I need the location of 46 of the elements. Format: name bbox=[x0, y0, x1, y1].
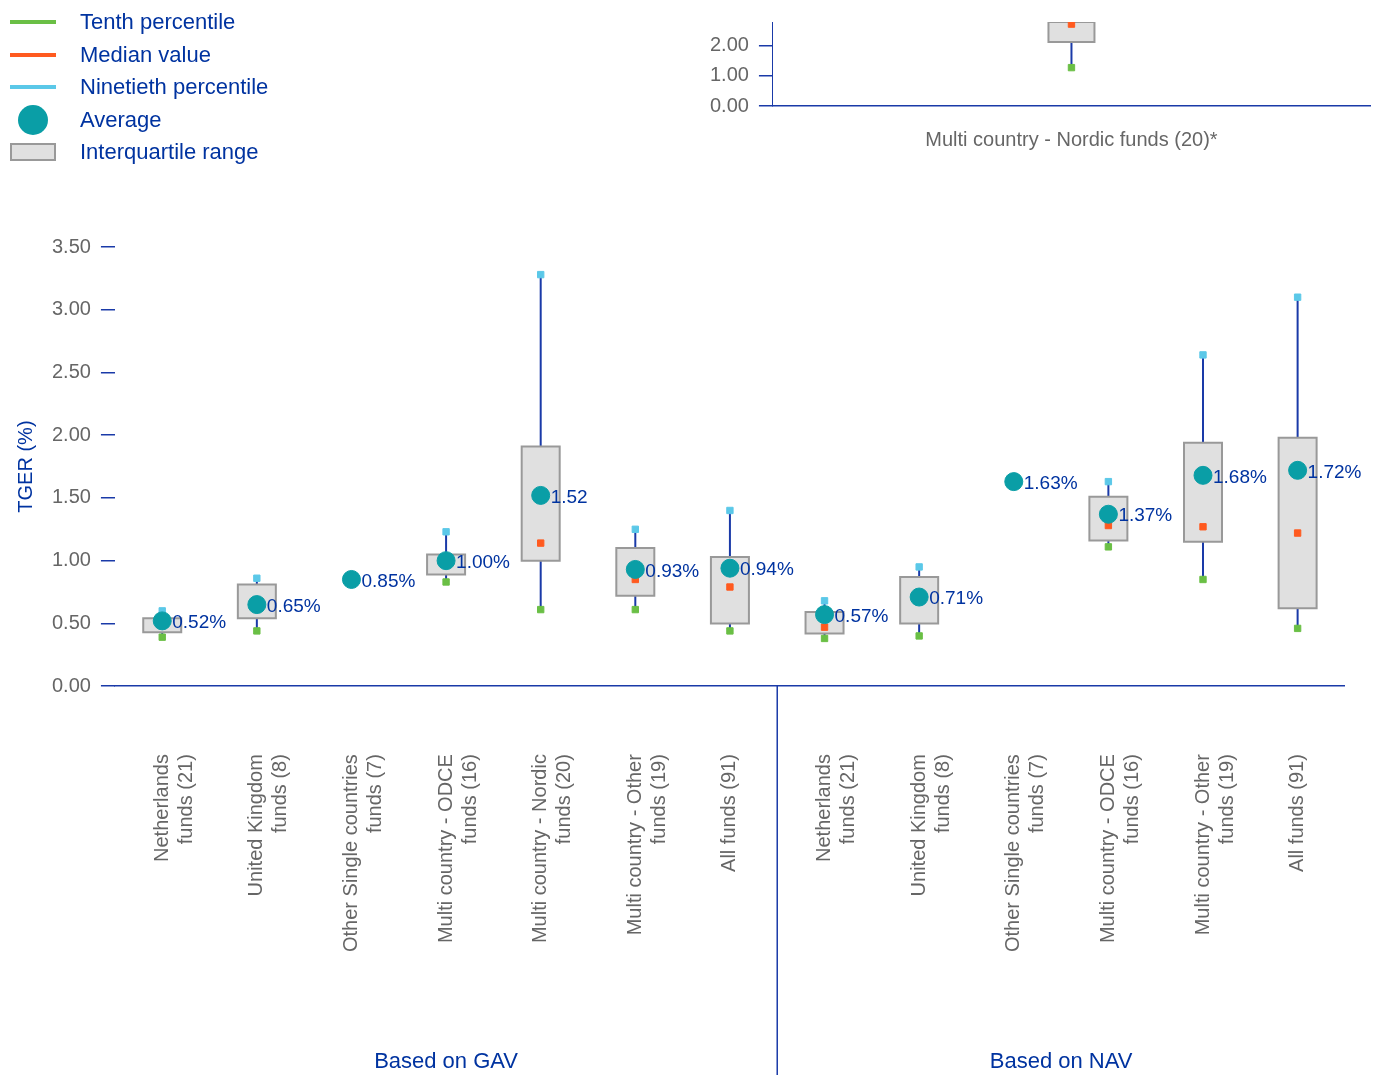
text: Based on GAV bbox=[374, 1048, 519, 1074]
x-tick-label: Multi country - ODCE funds (16) bbox=[433, 754, 480, 944]
data-label: 0.94% bbox=[739, 558, 794, 580]
y-tick-label: 3.00 bbox=[51, 297, 91, 320]
legend-label: Interquartile range bbox=[80, 139, 259, 166]
y-tick-label: 0.00 bbox=[51, 673, 91, 696]
x-tick-label: All funds (91) bbox=[1285, 754, 1308, 872]
data-label: 0.93% bbox=[645, 559, 700, 581]
data-label: 1.52 bbox=[550, 485, 588, 507]
data-label: 1.63% bbox=[1023, 471, 1078, 493]
x-tick-label: Other Single countries funds (7) bbox=[338, 754, 385, 953]
x-tick-label: Multi country - Other funds (19) bbox=[1190, 753, 1237, 936]
y-tick-label: 3.50 bbox=[51, 234, 91, 257]
legend-label: Tenth percentile bbox=[80, 9, 236, 36]
data-label: 0.65% bbox=[266, 594, 321, 616]
data-label: 0.57% bbox=[834, 604, 889, 626]
y-tick-label: 1.00 bbox=[709, 63, 749, 86]
y-tick-label: 0.50 bbox=[51, 610, 91, 633]
data-label: 1.72% bbox=[1307, 460, 1362, 482]
y-tick-label: 1.50 bbox=[51, 485, 91, 508]
y-tick-label: 1.00 bbox=[51, 548, 91, 571]
x-tick-label: Netherlands funds (21) bbox=[149, 754, 196, 862]
data-label: 0.71% bbox=[929, 587, 984, 609]
x-tick-label: Multi country - Nordic funds (20) bbox=[528, 754, 575, 944]
x-tick-label: United Kingdom funds (8) bbox=[244, 754, 291, 897]
y-axis-title: TGER (%) bbox=[13, 420, 36, 513]
y-tick-label: 0.00 bbox=[709, 93, 749, 116]
data-label: 1.37% bbox=[1118, 504, 1173, 526]
x-tick-label: Other Single countries funds (7) bbox=[1001, 754, 1048, 953]
text: Based on NAV bbox=[989, 1048, 1133, 1074]
legend-label: Ninetieth percentile bbox=[80, 74, 269, 101]
data-label: 0.85% bbox=[361, 569, 416, 591]
y-tick-label: 2.50 bbox=[51, 359, 91, 382]
x-tick-label: Multi country - ODCE funds (16) bbox=[1095, 754, 1142, 944]
legend-label: Median value bbox=[80, 41, 211, 68]
x-tick-label: Netherlands funds (21) bbox=[812, 754, 859, 862]
legend-label: Average bbox=[80, 106, 162, 133]
x-tick-label: Multi country - Nordic funds (20)* bbox=[925, 127, 1218, 150]
data-label: 1.00% bbox=[456, 550, 511, 572]
data-label: 1.68% bbox=[1213, 465, 1267, 487]
x-tick-label: Multi country - Other funds (19) bbox=[622, 753, 669, 936]
data-label: 0.52% bbox=[172, 611, 227, 633]
x-tick-label: All funds (91) bbox=[717, 754, 740, 872]
x-tick-label: United Kingdom funds (8) bbox=[906, 754, 953, 897]
y-tick-label: 2.00 bbox=[51, 422, 91, 445]
y-tick-label: 2.00 bbox=[709, 33, 749, 56]
